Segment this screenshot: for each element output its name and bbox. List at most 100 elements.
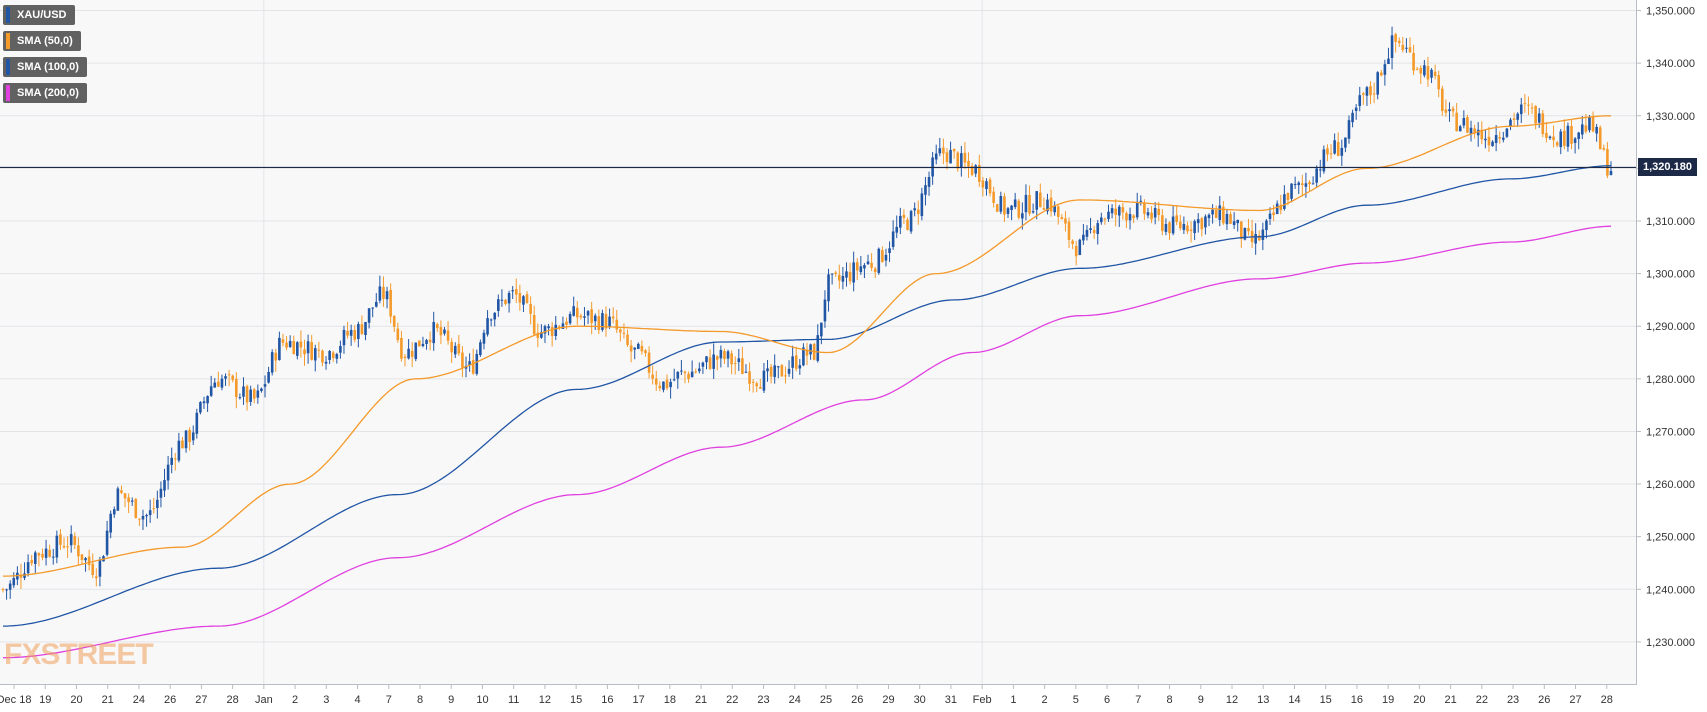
candle-down <box>1240 221 1243 239</box>
candle-up <box>116 488 120 511</box>
candle-up <box>1225 213 1229 225</box>
candle-up <box>608 316 611 328</box>
y-tick-label: 1,350.000 <box>1646 6 1695 18</box>
candle-down <box>1074 245 1078 257</box>
candle-down <box>1455 112 1458 132</box>
x-tick-label: 13 <box>1257 694 1269 706</box>
legend-item-sma200[interactable]: SMA (200,0) <box>3 83 87 103</box>
legend-swatch <box>6 33 10 49</box>
candle-up <box>583 316 586 318</box>
candle-down <box>1437 75 1441 90</box>
candle-up <box>1390 35 1394 58</box>
candle-down <box>331 352 335 359</box>
candle-up <box>1340 147 1344 156</box>
candle-down <box>30 560 34 564</box>
x-tick-label: 10 <box>476 694 488 706</box>
candle-down <box>1157 208 1161 215</box>
y-tick-label: 1,300.000 <box>1646 269 1695 281</box>
candle-up <box>109 513 112 533</box>
candle-up <box>170 457 173 465</box>
candle-up <box>712 354 715 369</box>
candle-up <box>816 335 820 361</box>
x-tick-label: 19 <box>39 694 51 706</box>
candle-down <box>529 303 532 314</box>
candle-up <box>425 339 428 344</box>
candle-up <box>407 348 410 359</box>
fxstreet-watermark: FXSTREET <box>4 638 154 671</box>
candle-up <box>296 342 299 356</box>
candle-up <box>820 322 823 337</box>
x-tick-label: 26 <box>164 694 176 706</box>
candle-up <box>468 361 471 365</box>
candle-up <box>385 291 389 300</box>
legend-item-xauusd[interactable]: XAU/USD <box>3 5 75 25</box>
legend-item-sma50[interactable]: SMA (50,0) <box>3 31 81 51</box>
candle-up <box>1383 64 1387 75</box>
x-tick-label: 27 <box>1569 694 1581 706</box>
candle-up <box>1196 219 1200 224</box>
candle-up <box>51 556 55 558</box>
candle-down <box>654 378 658 385</box>
candle-down <box>127 497 130 503</box>
legend-label: SMA (100,0) <box>17 61 79 73</box>
candle-down <box>73 536 77 545</box>
candle-down <box>188 429 191 443</box>
candle-up <box>1268 213 1272 219</box>
candle-down <box>439 327 443 336</box>
candle-down <box>281 339 285 343</box>
candle-up <box>669 381 672 388</box>
candle-up <box>1031 211 1035 213</box>
candle-down <box>988 179 992 194</box>
candle-down <box>952 148 956 152</box>
candle-down <box>19 574 23 578</box>
candle-up <box>224 376 227 379</box>
x-tick-label: 21 <box>102 694 114 706</box>
candle-down <box>231 375 235 380</box>
candle-down <box>1512 118 1516 120</box>
candle-up <box>787 368 791 374</box>
candle-up <box>339 345 342 353</box>
candle-up <box>920 193 924 217</box>
candle-up <box>371 307 374 309</box>
candle-up <box>367 308 371 323</box>
candle-down <box>514 289 518 295</box>
candle-up <box>1218 205 1222 220</box>
candle-down <box>403 356 407 358</box>
candle-down <box>1369 86 1372 96</box>
candle-down <box>873 268 877 273</box>
candle-up <box>762 370 766 391</box>
candle-up <box>1232 221 1236 225</box>
candle-down <box>1286 193 1290 200</box>
candle-down <box>396 328 400 341</box>
candle-down <box>626 334 629 346</box>
candle-down <box>504 299 507 305</box>
candle-down <box>963 152 967 163</box>
y-tick-label: 1,240.000 <box>1646 584 1695 596</box>
candle-down <box>550 327 554 337</box>
candle-down <box>579 315 583 318</box>
candle-down <box>1003 196 1006 215</box>
candle-up <box>999 195 1003 212</box>
candle-up <box>726 351 730 359</box>
candle-up <box>166 464 170 481</box>
candle-down <box>604 313 608 329</box>
candle-down <box>1563 130 1566 146</box>
candle-down <box>1150 212 1153 220</box>
candle-up <box>985 181 988 190</box>
candle-down <box>741 358 744 374</box>
candle-up <box>662 381 665 390</box>
candle-up <box>719 349 723 359</box>
candle-down <box>1480 129 1484 140</box>
x-tick-label: 21 <box>695 694 707 706</box>
legend-item-sma100[interactable]: SMA (100,0) <box>3 57 87 77</box>
x-tick-label: 6 <box>1104 694 1110 706</box>
candle-down <box>292 341 296 355</box>
candle-up <box>680 370 683 372</box>
candle-up <box>1354 107 1358 111</box>
candle-down <box>956 152 960 169</box>
candle-down <box>1175 215 1178 222</box>
candle-down <box>687 373 690 379</box>
candle-down <box>1200 218 1204 230</box>
candle-down <box>597 316 601 331</box>
